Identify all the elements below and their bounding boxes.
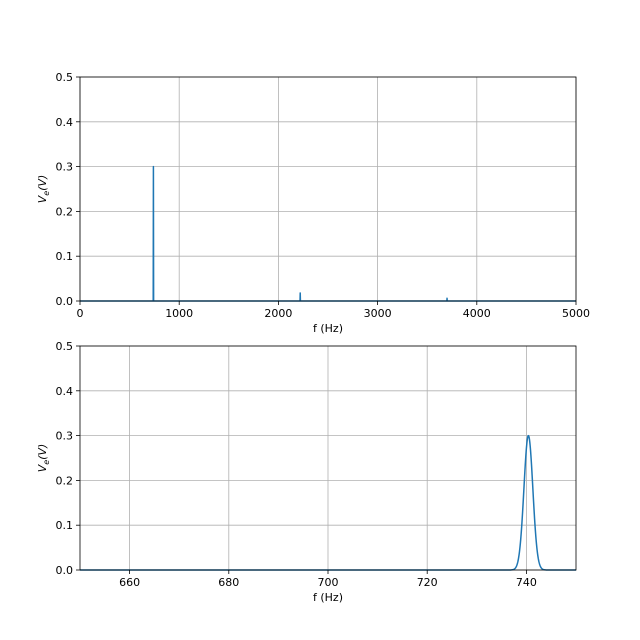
- x-tick-label: 0: [77, 307, 84, 320]
- series-line: [80, 165, 576, 302]
- chart-spectrum-zoom: 660 680 700 720 740 0.0 0.1 0.2 0.3 0.4 0.5 f (Hz) V…: [36, 340, 577, 604]
- x-axis-label: f (Hz): [313, 322, 343, 335]
- x-tick-label: 720: [417, 576, 438, 589]
- y-tick-label: 0.0: [56, 564, 74, 577]
- y-tick-label: 0.3: [56, 161, 74, 174]
- y-tick-label: 0.1: [56, 519, 74, 532]
- y-tick-label: 0.2: [56, 474, 74, 487]
- y-tick-label: 0.5: [56, 340, 74, 353]
- x-tick-label: 4000: [463, 307, 491, 320]
- y-axis-label: Ve(V): [36, 175, 51, 204]
- y-tick-label: 0.3: [56, 430, 74, 443]
- y-tick-label: 0.4: [56, 385, 74, 398]
- y-tick-label: 0.2: [56, 205, 74, 218]
- y-tick-label: 0.5: [56, 71, 74, 84]
- x-tick-label: 740: [516, 576, 537, 589]
- y-tick-label: 0.1: [56, 250, 74, 263]
- x-tick-label: 5000: [562, 307, 590, 320]
- x-tick-label: 700: [318, 576, 339, 589]
- chart-spectrum-full: 0 1000 2000 3000 4000 5000 0.0 0.1 0.2 0.3 0.4 0.5 f…: [36, 71, 590, 335]
- y-tick-label: 0.0: [56, 295, 74, 308]
- x-axis-label: f (Hz): [313, 591, 343, 604]
- x-tick-label: 2000: [264, 307, 292, 320]
- axes-frame: [79, 76, 577, 302]
- x-tick-label: 680: [218, 576, 239, 589]
- y-axis-label: Ve(V): [36, 444, 51, 473]
- plot-area: [80, 77, 576, 301]
- x-tick-label: 660: [119, 576, 140, 589]
- x-tick-label: 3000: [364, 307, 392, 320]
- x-tick-label: 1000: [165, 307, 193, 320]
- y-tick-label: 0.4: [56, 116, 74, 129]
